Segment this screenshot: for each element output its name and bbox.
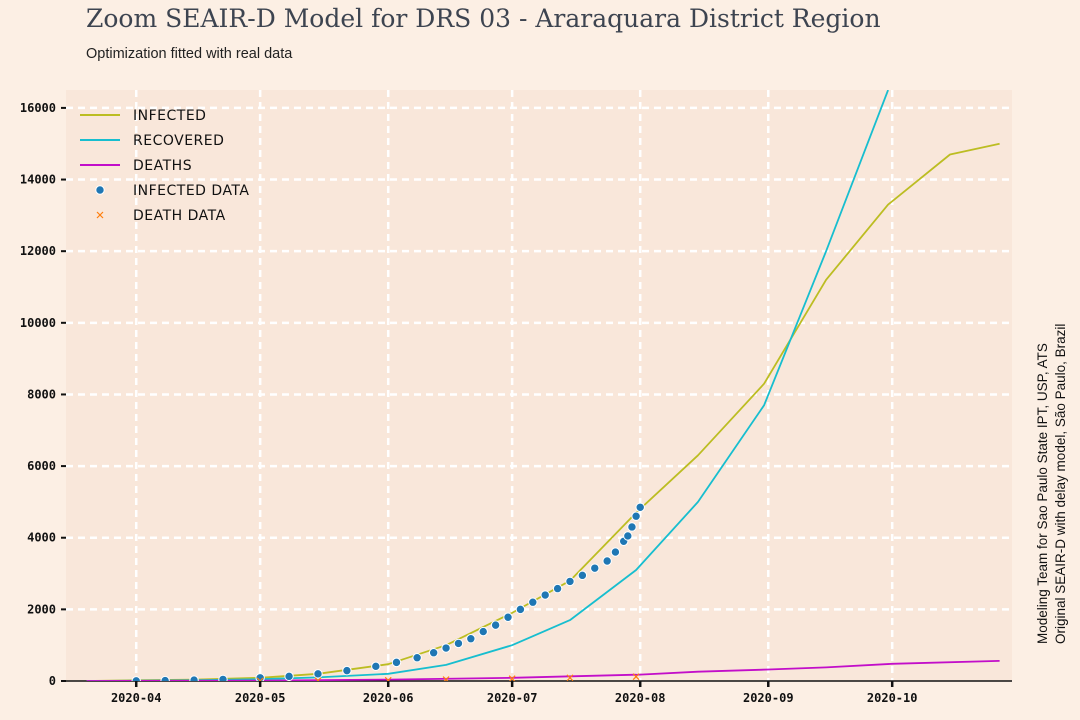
- infected-data-point: [565, 576, 575, 587]
- y-tick-label: 10000: [20, 316, 56, 330]
- legend-label-deaths: DEATHS: [133, 158, 192, 174]
- infected-data-point: [528, 597, 538, 607]
- infected-data-point: [631, 511, 641, 521]
- infected-data-point: [453, 638, 464, 649]
- death-data-point-stroke: [566, 674, 574, 681]
- chart-subtitle: Optimization fitted with real data: [86, 46, 293, 62]
- infected-data-point: [131, 676, 141, 681]
- infected-data-point: [284, 671, 294, 681]
- infected-data-point: [590, 563, 600, 573]
- infected-data-point: [552, 583, 563, 594]
- death-data-point-stroke: [386, 676, 392, 681]
- legend-swatch-death-data: [96, 211, 104, 219]
- death-data-point: [508, 675, 516, 681]
- infected-data-point: [503, 612, 513, 622]
- death-data-point-stroke: [632, 673, 640, 681]
- y-tick-label: 6000: [27, 459, 56, 473]
- y-tick-label: 14000: [20, 173, 56, 187]
- death-data-point-stroke: [508, 675, 516, 681]
- deaths-line: [86, 660, 1000, 681]
- infected-data-point: [577, 570, 588, 581]
- x-tick-label: 2020-06: [363, 691, 414, 705]
- infected-data-point: [441, 643, 451, 653]
- legend-swatch-infected-data: [95, 185, 105, 195]
- legend-label-death-data: DEATH DATA: [133, 208, 226, 224]
- death-data-point: [384, 676, 392, 681]
- series-layer: [86, 90, 1000, 681]
- legend-label-infected-data: INFECTED DATA: [133, 183, 249, 199]
- infected-data-point: [342, 665, 352, 676]
- legend-label-infected: INFECTED: [133, 108, 206, 124]
- infected-data-point: [371, 661, 381, 672]
- x-tick-label: 2020-10: [867, 691, 918, 705]
- infected-data-point: [160, 675, 170, 681]
- infected-data-point: [623, 531, 633, 541]
- infected-data-point: [391, 657, 402, 668]
- death-data-point-stroke: [259, 677, 264, 681]
- chart-title: Zoom SEAIR-D Model for DRS 03 - Araraqua…: [86, 4, 881, 33]
- x-tick-label: 2020-04: [111, 691, 162, 705]
- infected-data-point: [218, 674, 228, 681]
- death-data-point: [442, 676, 450, 681]
- legend: INFECTED RECOVERED DEATHS INFECTED DATA DEAT…: [80, 108, 249, 224]
- y-tick-label: 0: [49, 674, 56, 688]
- infected-data-point: [635, 502, 645, 512]
- infected-data-point: [515, 604, 526, 615]
- grid: [66, 90, 1012, 681]
- death-data-point: [566, 674, 574, 681]
- infected-data-point: [610, 547, 621, 557]
- infected-data-point: [490, 620, 501, 630]
- y-tick-label: 2000: [27, 602, 56, 616]
- death-data-point: [314, 677, 322, 681]
- infected-data-point: [428, 648, 439, 658]
- x-tick-label: 2020-07: [487, 691, 538, 705]
- x-tick-label: 2020-05: [235, 691, 286, 705]
- infected-data-point: [478, 626, 488, 637]
- infected-data-point: [313, 669, 323, 679]
- infected-data-point: [189, 675, 199, 681]
- plot-background: [66, 90, 1012, 681]
- x-tick-label: 2020-08: [615, 691, 666, 705]
- infected-data-point: [466, 634, 476, 644]
- legend-swatch-stroke: [96, 211, 104, 219]
- infected-data-point: [540, 590, 550, 600]
- y-tick-label: 12000: [20, 244, 56, 258]
- y-tick-label: 8000: [27, 387, 56, 401]
- infected-data-point: [412, 653, 422, 663]
- infected-data-point: [627, 522, 637, 532]
- y-tick-label: 4000: [27, 531, 56, 545]
- x-tick-label: 2020-09: [743, 691, 794, 705]
- death-data-point-stroke: [316, 677, 322, 681]
- death-data-point: [632, 673, 640, 681]
- infected-data-point: [602, 556, 612, 566]
- legend-label-recovered: RECOVERED: [133, 133, 224, 149]
- death-data-point: [256, 677, 264, 681]
- death-data-point-stroke: [443, 676, 450, 681]
- y-tick-label: 16000: [20, 101, 56, 115]
